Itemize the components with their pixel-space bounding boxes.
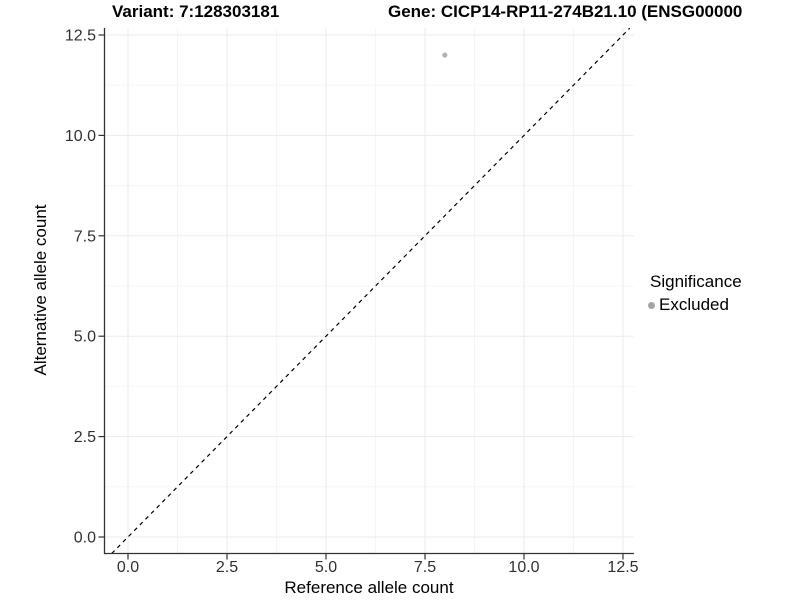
y-tick-label: 12.5 <box>65 28 96 45</box>
x-tick-label: 2.5 <box>216 559 238 576</box>
plot-title-gene: Gene: CICP14-RP11-274B21.10 (ENSG00000 <box>388 2 743 21</box>
legend-item-label: Excluded <box>659 295 729 314</box>
x-axis-title: Reference allele count <box>284 578 454 597</box>
y-tick-label: 5.0 <box>74 329 96 346</box>
y-axis-title: Alternative allele count <box>31 204 50 376</box>
data-point <box>442 52 448 58</box>
y-tick-label: 2.5 <box>74 429 96 446</box>
legend: Significance Excluded <box>645 272 742 315</box>
y-tick-label: 0.0 <box>74 530 96 547</box>
x-tick-label: 12.5 <box>607 559 638 576</box>
x-tick-label: 7.5 <box>414 559 436 576</box>
y-tick-label: 7.5 <box>74 228 96 245</box>
plot-title-variant: Variant: 7:128303181 <box>112 2 280 21</box>
identity-line <box>111 27 631 554</box>
excluded-point-swatch-icon <box>647 301 655 309</box>
y-tick-label: 10.0 <box>65 128 96 145</box>
legend-title: Significance <box>650 272 742 291</box>
legend-item-excluded: Excluded <box>645 295 742 315</box>
x-tick-label: 10.0 <box>508 559 539 576</box>
x-tick-label: 5.0 <box>315 559 337 576</box>
x-tick-label: 0.0 <box>117 559 139 576</box>
